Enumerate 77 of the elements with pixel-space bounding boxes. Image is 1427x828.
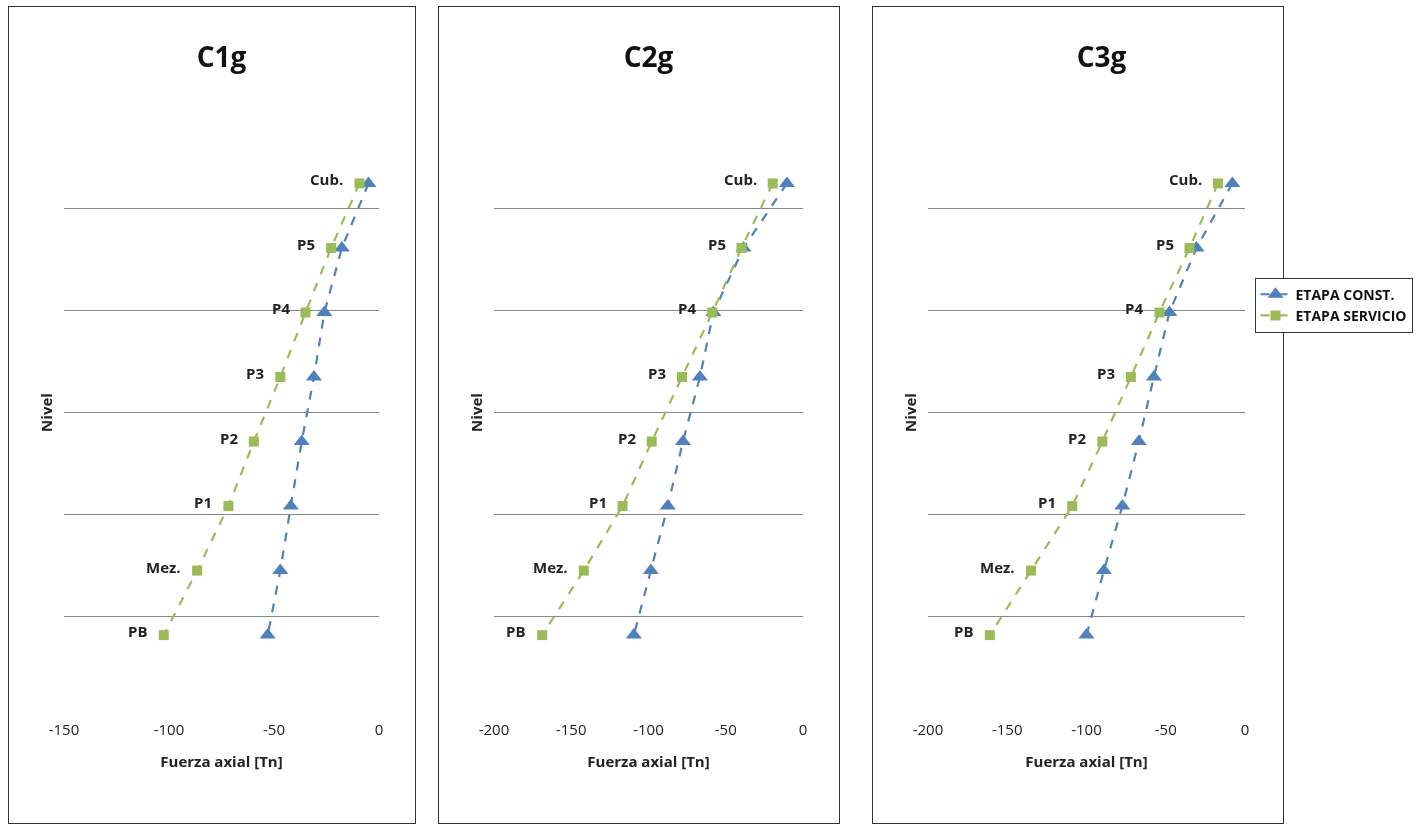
y-tick-label: P1	[1038, 492, 1056, 512]
point	[1125, 372, 1136, 383]
y-tick-label: PB	[506, 621, 526, 641]
y-tick-label: P3	[648, 363, 666, 383]
y-tick-label: PB	[954, 621, 974, 641]
point	[707, 307, 718, 318]
y-tick-label: P2	[618, 428, 637, 448]
y-tick-label: P5	[708, 234, 726, 254]
point	[293, 434, 310, 446]
y-tick-label: P3	[1097, 363, 1115, 383]
y-tick-label: Cub.	[724, 169, 758, 189]
y-tick-label: P1	[589, 492, 607, 512]
y-tick-label: P2	[220, 428, 239, 448]
point	[984, 630, 995, 641]
point	[223, 501, 234, 512]
x-tick-label: -150	[48, 719, 80, 739]
point	[736, 242, 747, 253]
point	[1213, 178, 1224, 189]
chart-title: C3g	[1076, 36, 1127, 75]
y-tick-label: Cub.	[1169, 169, 1203, 189]
point	[300, 307, 311, 318]
y-axis-title: Nivel	[466, 393, 487, 432]
x-tick-label: -200	[912, 719, 944, 739]
point	[248, 436, 259, 447]
point	[354, 178, 365, 189]
point	[1154, 307, 1165, 318]
x-tick-label: -100	[153, 719, 185, 739]
y-tick-label: P4	[678, 298, 697, 318]
legend-label: ETAPA SERVICIO	[1295, 305, 1407, 325]
x-axis-title: Fuerza axial [Tn]	[587, 751, 710, 771]
point	[158, 630, 169, 641]
x-tick-label: -200	[478, 719, 510, 739]
x-axis-title: Fuerza axial [Tn]	[160, 751, 283, 771]
y-tick-label: P5	[1156, 234, 1174, 254]
y-tick-label: P5	[297, 234, 315, 254]
x-tick-label: -100	[633, 719, 664, 739]
y-tick-label: P4	[1125, 298, 1144, 318]
point	[677, 372, 688, 383]
point	[578, 565, 589, 576]
point	[275, 372, 286, 383]
x-axis-title: Fuerza axial [Tn]	[1025, 751, 1148, 771]
y-axis-title: Nivel	[36, 393, 57, 432]
point	[767, 178, 778, 189]
point	[1097, 436, 1108, 447]
point	[326, 242, 337, 253]
x-tick-label: -100	[1071, 719, 1102, 739]
y-tick-label: P2	[1068, 428, 1087, 448]
y-axis-title: Nivel	[900, 393, 921, 432]
y-tick-label: P3	[246, 363, 264, 383]
point	[617, 501, 628, 512]
y-tick-label: Cub.	[310, 169, 344, 189]
point	[642, 563, 659, 575]
point	[537, 630, 548, 641]
chart-title: C1g	[196, 36, 247, 75]
y-tick-label: Mez.	[980, 557, 1015, 577]
x-tick-label: 0	[374, 719, 384, 739]
x-tick-label: -50	[263, 719, 285, 739]
x-tick-label: 0	[1240, 719, 1250, 739]
x-tick-label: 0	[798, 719, 808, 739]
y-tick-label: Mez.	[146, 557, 181, 577]
x-tick-label: -50	[714, 719, 737, 739]
point	[646, 436, 657, 447]
point	[272, 563, 289, 575]
x-tick-label: -50	[1154, 719, 1177, 739]
y-tick-label: P1	[194, 492, 212, 512]
legend-label: ETAPA CONST.	[1295, 284, 1395, 304]
y-tick-label: P4	[272, 298, 291, 318]
x-tick-label: -150	[555, 719, 587, 739]
point	[1067, 501, 1078, 512]
y-tick-label: Mez.	[533, 557, 568, 577]
x-tick-label: -150	[991, 719, 1023, 739]
point	[1184, 242, 1195, 253]
point	[1026, 565, 1037, 576]
y-tick-label: PB	[128, 621, 148, 641]
chart-title: C2g	[623, 36, 674, 75]
point	[1130, 434, 1147, 446]
point	[192, 565, 203, 576]
